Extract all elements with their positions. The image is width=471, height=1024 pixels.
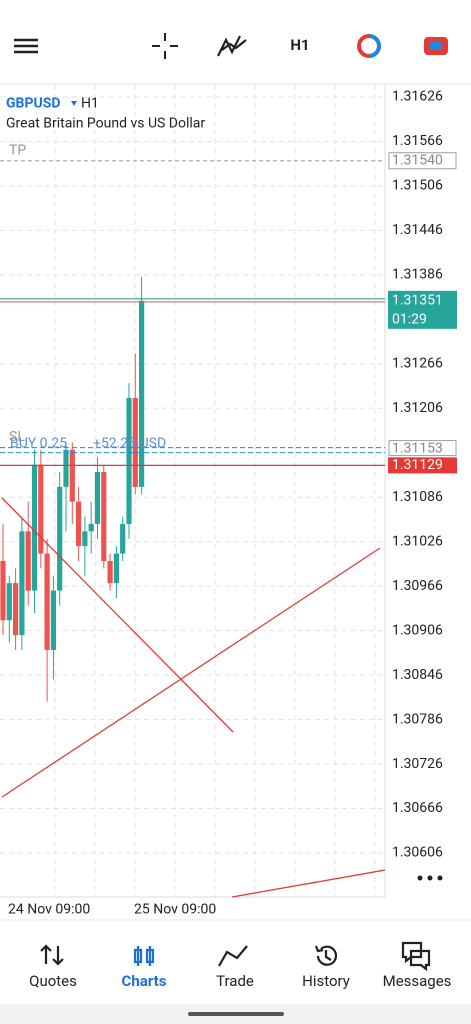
top-bar: H1 xyxy=(14,33,448,59)
candle-body xyxy=(88,523,94,532)
candle-body xyxy=(19,531,25,636)
price-tick-label: 1.31086 xyxy=(392,489,443,505)
nav-item[interactable]: Trade xyxy=(216,945,254,990)
nav-label: Quotes xyxy=(29,972,77,990)
candle-body xyxy=(82,531,88,547)
menu-button[interactable] xyxy=(14,38,38,54)
chart-timeframe: H1 xyxy=(81,96,99,112)
nav-item[interactable]: Messages xyxy=(383,941,452,990)
price-tick-label: 1.31566 xyxy=(392,133,443,149)
candle-body xyxy=(44,553,50,650)
candle-body xyxy=(126,397,132,524)
price-tick-label: 1.31386 xyxy=(392,267,443,283)
price-tick-label: 1.30906 xyxy=(392,622,443,638)
home-indicator xyxy=(188,1012,284,1016)
symbol: GBPUSD xyxy=(6,96,60,112)
bid-box xyxy=(388,290,457,329)
timeframe-button[interactable]: H1 xyxy=(290,36,309,54)
position-price: 1.31153 xyxy=(392,440,443,456)
nav-label: Trade xyxy=(216,972,254,990)
candle-body xyxy=(132,397,138,487)
candle-body xyxy=(25,531,31,591)
candle-body xyxy=(13,583,19,636)
bid-price: 1.31351 xyxy=(392,293,443,309)
position-box xyxy=(388,440,457,457)
price-tick-label: 1.31506 xyxy=(392,178,443,194)
objects-button[interactable] xyxy=(357,34,381,58)
nav-item[interactable]: Charts xyxy=(122,946,167,990)
nav-icon xyxy=(133,946,155,966)
nav-label: Charts xyxy=(122,972,167,990)
time-tick-label: 25 Nov 09:00 xyxy=(134,902,216,918)
candle-body xyxy=(0,560,6,621)
bid-timer: 01:29 xyxy=(392,312,427,328)
symbol-dropdown xyxy=(71,101,77,106)
price-tick-label: 1.31446 xyxy=(392,222,443,238)
tp-text: TP xyxy=(9,142,26,158)
candle-body xyxy=(76,501,82,547)
nav-icon xyxy=(218,945,248,967)
candle-body xyxy=(139,300,145,487)
nav-item[interactable]: History xyxy=(302,945,350,990)
candle-body xyxy=(107,560,113,584)
position-profit: +52.25 USD xyxy=(93,435,166,451)
tp-price: 1.31540 xyxy=(392,152,443,168)
price-tick-label: 1.31626 xyxy=(392,89,443,105)
candle-body xyxy=(6,583,12,621)
trend-lines xyxy=(1,497,386,898)
candle-body xyxy=(63,449,69,487)
price-tick-label: 1.30786 xyxy=(392,711,443,727)
nav-label: History xyxy=(302,972,350,990)
price-tick-label: 1.30666 xyxy=(392,800,443,816)
nav-icon xyxy=(401,941,431,972)
tp-box xyxy=(388,152,457,170)
indicators-button[interactable] xyxy=(217,35,247,57)
candle-body xyxy=(57,486,63,591)
price-tick-label: 1.31026 xyxy=(392,533,443,549)
price-tick-label: 1.30966 xyxy=(392,578,443,594)
candle-body xyxy=(69,449,75,502)
chart: 1.31626 1.31566 1.31506 1.31446 1.31386 1.312… xyxy=(0,85,457,918)
candle-body xyxy=(101,472,107,561)
bottom-nav: Quotes Charts Trade History Messages xyxy=(0,919,471,1024)
price-tick-label: 1.30726 xyxy=(392,756,443,772)
nav-icon xyxy=(40,944,64,966)
nav-item[interactable]: Quotes xyxy=(29,944,77,990)
candle-body xyxy=(38,464,44,554)
candle-body xyxy=(50,590,56,650)
price-tick-label: 1.30606 xyxy=(392,845,443,861)
crosshair-button[interactable] xyxy=(152,33,178,59)
price-tick-label: 1.31266 xyxy=(392,356,443,372)
trade-button[interactable] xyxy=(424,37,448,55)
candle-body xyxy=(31,464,38,591)
candle-body xyxy=(113,553,119,584)
price-tick-label: 1.30846 xyxy=(392,667,443,683)
sl-box xyxy=(388,457,457,474)
sl-text: SL xyxy=(9,429,25,445)
nav-icon xyxy=(314,945,338,966)
description: Great Britain Pound vs US Dollar xyxy=(6,116,205,132)
candle-body xyxy=(94,472,101,524)
sl-price: 1.31129 xyxy=(392,457,443,473)
position-text: BUY 0.25 xyxy=(10,435,67,451)
candle-body xyxy=(120,523,126,554)
more-button[interactable] xyxy=(417,875,443,881)
time-tick-label: 24 Nov 09:00 xyxy=(8,902,90,918)
price-tick-label: 1.31206 xyxy=(392,400,443,416)
nav-label: Messages xyxy=(383,972,452,990)
